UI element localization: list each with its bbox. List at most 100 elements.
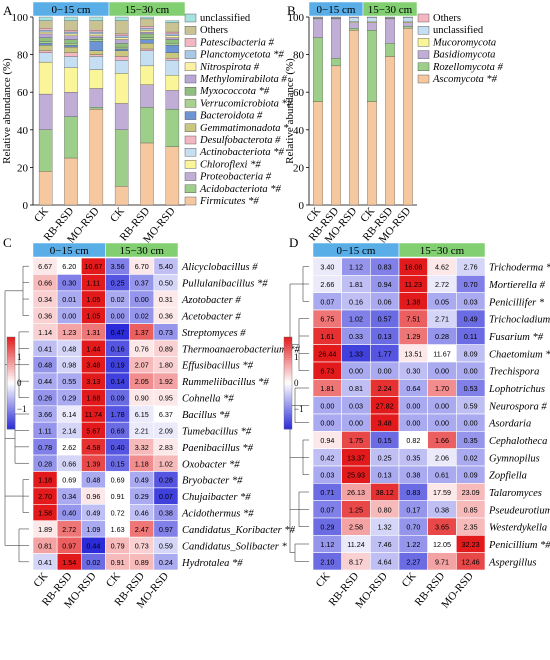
heatmap-row-label: Streptomyces # (182, 328, 246, 339)
colorbar-segment (7, 408, 15, 411)
heatmap-cell-value: 0.03 (320, 471, 334, 480)
heatmap-cell-value: 0.02 (135, 311, 149, 320)
legend-swatch (417, 13, 430, 23)
heatmap-cell-value: 0.06 (378, 297, 392, 306)
heatmap-cell-value: 1.14 (38, 328, 52, 337)
heatmap-cell-value: 1.11 (38, 426, 51, 435)
depth-header-15-30-box (105, 242, 179, 258)
heatmap-cell-value: 5.67 (86, 426, 100, 435)
heatmap-cell-value: 0.49 (135, 476, 149, 485)
heatmap-cell-value: 0.41 (38, 344, 52, 353)
heatmap-cell-value: 0.17 (406, 505, 420, 514)
heatmap-row-label: Cohnella *# (182, 394, 234, 405)
colorbar-segment (7, 422, 15, 425)
heatmap-cell-value: 1.22 (406, 540, 420, 549)
bar-segment (38, 93, 53, 130)
colorbar-tick-label: 1 (17, 352, 22, 362)
colorbar-segment (284, 383, 292, 386)
bar-segment (89, 31, 104, 35)
heatmap-row-label: Pseudeurotium # (488, 505, 550, 516)
bar-segment (38, 31, 53, 35)
heatmap-cell-value: 0.96 (86, 492, 100, 501)
bar-segment (140, 18, 154, 27)
bar-segment (140, 84, 154, 108)
heatmap-cell-value: 0.71 (320, 488, 334, 497)
heatmap-cell-value: 2.70 (38, 492, 52, 501)
bar-segment (165, 39, 180, 44)
heatmap-cell-value: 0.00 (349, 367, 363, 376)
bar-segment (367, 30, 377, 102)
bar-segment (165, 52, 180, 59)
heatmap-cell-value: 27.82 (376, 401, 394, 410)
heatmap-cell-value: 0.47 (111, 328, 125, 337)
heatmap-row-label: Penicillifer * (488, 297, 545, 308)
depth-header-0-15-label: 0−15 cm (50, 245, 89, 257)
colorbar-segment (284, 403, 292, 407)
colorbar-segment (284, 355, 292, 359)
heatmap-cell-value: 0.78 (38, 443, 52, 452)
heatmap-cell-value: 0.09 (464, 471, 478, 480)
depth-header-15-30-box (362, 1, 418, 17)
bar-segment (114, 48, 129, 51)
colorbar-segment (284, 380, 292, 384)
legend-label: Gemmatimonadota * (200, 123, 289, 134)
heatmap-cell-value: 2.14 (62, 426, 76, 435)
legend-swatch (184, 147, 197, 157)
heatmap-cell-value: 0.16 (349, 297, 363, 306)
heatmap-cell-value: 1.61 (320, 332, 334, 341)
heatmap-row-label: Azotobacter # (181, 295, 241, 306)
colorbar-segment (7, 339, 15, 342)
heatmap-row-label: Aspergillus (488, 557, 536, 568)
colorbar-segment (7, 399, 15, 402)
bar-segment (38, 50, 53, 53)
panel-d-heatmap: D 0−15 cm 15−30 cm 3.40 1.12 0.83 16.08 4.62 2.7… (283, 235, 550, 611)
heatmap-cell-value: 0.07 (159, 492, 173, 501)
heatmap-cell-value: 4.58 (86, 443, 100, 452)
colorbar-segment (7, 406, 15, 409)
bar-segment (89, 54, 104, 57)
bar-segment (403, 26, 413, 29)
heatmap-cell-value: 0.02 (111, 295, 125, 304)
heatmap-cell-value: 0.29 (135, 492, 149, 501)
colorbar-segment (284, 371, 292, 375)
bar-segment (64, 16, 78, 21)
heatmap-cell-value: 0.25 (111, 279, 125, 288)
colorbar-segment (284, 389, 292, 393)
colorbar-tick-label: 0 (294, 378, 299, 388)
depth-header-0-15-label: 0−15 cm (52, 4, 91, 16)
heatmap-cell-value: 6.15 (135, 410, 149, 419)
legend-swatch (184, 135, 197, 145)
heatmap-row-label: Chujaibacter *# (182, 492, 251, 503)
bar-segment (114, 103, 129, 130)
heatmap-cell-value: 0.81 (38, 541, 52, 550)
bar-segment (114, 129, 129, 187)
heatmap-cell-value: 7.46 (378, 540, 392, 549)
heatmap-cell-value: 0.61 (435, 471, 449, 480)
heatmap-cell-value: 17.59 (433, 488, 451, 497)
heatmap-cell-value: 0.94 (320, 436, 334, 445)
bar-segment (313, 37, 323, 102)
legend-swatch (184, 38, 197, 47)
heatmap-cell-value: 0.89 (159, 344, 173, 353)
heatmap-row-label: Mortierella # (488, 280, 546, 291)
heatmap-row-label: Cephalotheca (489, 436, 547, 447)
heatmap-cell-value: 0.91 (111, 492, 125, 501)
bar-segment (349, 17, 359, 22)
y-tick-label: 20 (17, 162, 29, 174)
heatmap-cell-value: 2.09 (159, 426, 173, 435)
heatmap-cell-value: 0.00 (135, 295, 149, 304)
heatmap-cell-value: 1.33 (349, 349, 363, 358)
heatmap-cell-value: 1.80 (159, 361, 173, 370)
y-tick-label: 80 (293, 50, 305, 62)
legend-swatch (417, 62, 430, 71)
heatmap-cell-value: 16.08 (404, 263, 422, 272)
legend-label: Nitrospirota # (199, 62, 260, 73)
bar-segment (89, 88, 104, 108)
colorbar-segment (7, 348, 15, 352)
heatmap-cell-value: 0.83 (378, 263, 392, 272)
heatmap-cell-value: 2.24 (378, 384, 392, 393)
bar-segment (349, 28, 359, 31)
heatmap-cell-value: 0.02 (86, 558, 100, 567)
bar-segment (64, 30, 78, 33)
heatmap-cell-value: 0.35 (406, 453, 420, 462)
